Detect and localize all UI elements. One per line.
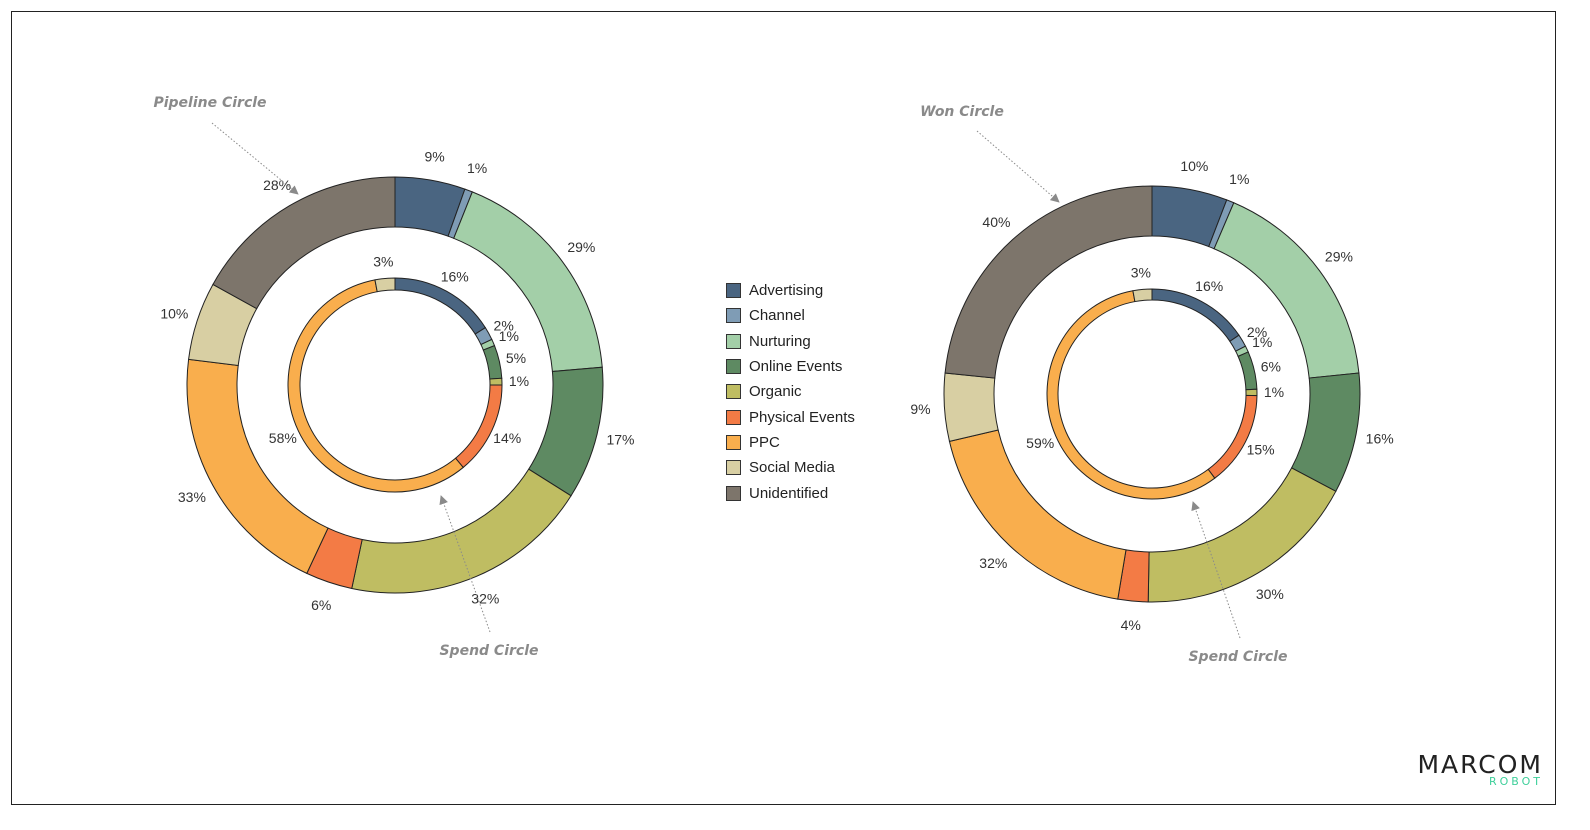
chart1-inner-data-label: 14% <box>493 430 521 446</box>
chart2-outer-data-label: 30% <box>1256 586 1284 602</box>
chart2-inner-data-label: 1% <box>1264 384 1284 400</box>
right-spend-circle-arrow <box>1191 501 1241 639</box>
chart1-outer-data-label: 6% <box>311 597 331 613</box>
chart2-outer-data-label: 32% <box>979 555 1007 571</box>
chart2-outer-data-label: 4% <box>1121 617 1141 633</box>
chart1-outer-data-label: 32% <box>471 591 499 607</box>
chart2-outer-slice-ppc <box>948 429 1127 600</box>
won-circle-label: Won Circle <box>920 104 1004 120</box>
pipeline-circle-label: Pipeline Circle <box>153 95 266 111</box>
chart2-inner-data-label: 1% <box>1252 334 1272 350</box>
chart2-inner-slice-organic <box>1245 388 1258 397</box>
chart2-outer-data-label: 1% <box>1229 171 1249 187</box>
legend-label: PPC <box>749 433 780 451</box>
chart2-inner-slice-advertising <box>1151 288 1240 343</box>
legend-item-nurturing: Nurturing <box>726 329 855 354</box>
chart1-outer-slice-ppc <box>186 358 329 575</box>
legend-item-online-events: Online Events <box>726 354 855 379</box>
logo-wordmark: MARCOM <box>1417 750 1543 779</box>
legend-label: Nurturing <box>749 332 811 350</box>
legend-item-physical-events: Physical Events <box>726 404 855 429</box>
legend-item-advertising: Advertising <box>726 278 855 303</box>
chart1-inner-data-label: 1% <box>499 328 519 344</box>
logo-subtitle: ROBOT <box>1488 775 1543 788</box>
chart2-inner-slice-online-events <box>1237 351 1258 391</box>
legend-swatch <box>726 485 741 501</box>
chart2-outer-data-label: 10% <box>1180 158 1208 174</box>
legend-swatch <box>726 359 741 375</box>
legend-swatch <box>726 409 741 425</box>
chart1-inner-data-label: 2% <box>494 317 514 333</box>
chart1-inner-slice-social-media <box>374 277 396 293</box>
chart1-inner-slice-physical-events <box>454 384 503 469</box>
chart2-inner-slice-ppc <box>1046 290 1216 500</box>
chart1-outer-data-label: 1% <box>467 160 487 176</box>
left-spend-circle-arrow <box>439 495 491 633</box>
chart2-outer-data-label: 29% <box>1325 249 1353 265</box>
chart1-outer-slice-nurturing <box>453 191 603 373</box>
marcom-robot-logo: MARCOM ROBOT <box>1398 752 1543 788</box>
legend-label: Channel <box>749 307 805 325</box>
chart2-inner-data-label: 16% <box>1195 278 1223 294</box>
legend-item-organic: Organic <box>726 379 855 404</box>
chart1-inner-slice-online-events <box>482 344 503 380</box>
legend-item-unidentified: Unidentified <box>726 480 855 505</box>
chart1-outer-data-label: 33% <box>178 489 206 505</box>
chart2-inner-data-label: 2% <box>1247 324 1267 340</box>
chart-frame <box>11 11 1556 805</box>
legend-item-social-media: Social Media <box>726 455 855 480</box>
legend-swatch <box>726 460 741 476</box>
chart1-outer-slice-unidentified <box>212 176 396 310</box>
legend: Advertising Channel Nurturing Online Eve… <box>726 278 855 506</box>
chart2-inner-data-label: 6% <box>1261 358 1281 374</box>
legend-item-ppc: PPC <box>726 430 855 455</box>
legend-label: Advertising <box>749 282 824 300</box>
chart2-inner-slice-social-media <box>1132 288 1153 303</box>
legend-swatch <box>726 308 741 324</box>
chart1-inner-data-label: 3% <box>373 254 393 270</box>
legend-swatch <box>726 384 741 400</box>
won-circle-arrow <box>976 130 1060 203</box>
chart2-outer-slice-unidentified <box>944 185 1153 379</box>
pipeline-circle-arrow <box>211 122 299 195</box>
chart1-inner-data-label: 5% <box>506 350 526 366</box>
chart1-outer-data-label: 9% <box>424 148 444 164</box>
legend-label: Unidentified <box>749 484 829 502</box>
chart1-inner-data-label: 16% <box>441 268 469 284</box>
legend-label: Online Events <box>749 358 843 376</box>
chart2-outer-data-label: 9% <box>910 401 930 417</box>
left-spend-circle-label: Spend Circle <box>439 643 538 659</box>
legend-item-channel: Channel <box>726 303 855 328</box>
chart2-inner-data-label: 59% <box>1026 435 1054 451</box>
chart1-inner-data-label: 58% <box>269 430 297 446</box>
chart2-outer-data-label: 40% <box>982 214 1010 230</box>
legend-swatch <box>726 333 741 349</box>
right-spend-circle-label: Spend Circle <box>1188 649 1287 665</box>
chart2-inner-data-label: 15% <box>1247 442 1275 458</box>
chart1-inner-slice-ppc <box>287 279 464 493</box>
chart2-inner-data-label: 3% <box>1131 265 1151 281</box>
chart1-outer-data-label: 10% <box>160 305 188 321</box>
chart2-outer-data-label: 16% <box>1366 430 1394 446</box>
chart1-outer-data-label: 17% <box>606 432 634 448</box>
chart1-outer-data-label: 28% <box>263 177 291 193</box>
chart1-inner-slice-organic <box>489 377 503 386</box>
chart1-inner-data-label: 1% <box>509 373 529 389</box>
legend-swatch <box>726 434 741 450</box>
legend-label: Physical Events <box>749 408 855 426</box>
legend-label: Organic <box>749 383 802 401</box>
chart2-inner-slice-physical-events <box>1207 394 1258 479</box>
chart1-inner-slice-advertising <box>394 277 487 335</box>
chart1-outer-data-label: 29% <box>567 239 595 255</box>
legend-label: Social Media <box>749 459 835 477</box>
chart2-outer-slice-social-media <box>943 372 999 442</box>
legend-swatch <box>726 283 741 299</box>
